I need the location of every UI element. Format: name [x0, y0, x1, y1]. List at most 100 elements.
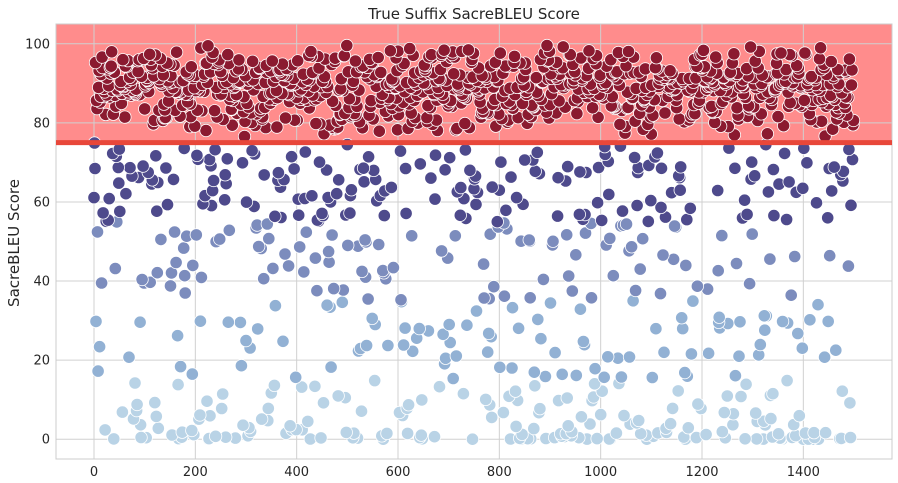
data-point — [844, 198, 858, 212]
data-point — [343, 206, 357, 220]
data-point — [548, 345, 562, 360]
data-point — [748, 169, 762, 183]
data-point — [396, 338, 411, 352]
data-point — [401, 398, 416, 412]
data-point — [796, 181, 810, 195]
data-point — [487, 280, 501, 294]
data-point — [312, 155, 327, 169]
data-point — [602, 187, 616, 201]
data-point — [384, 180, 398, 194]
data-point — [678, 365, 692, 380]
data-point — [784, 288, 798, 302]
data-point — [184, 60, 198, 74]
data-point — [95, 276, 109, 290]
data-point — [711, 264, 725, 278]
data-point — [555, 367, 569, 381]
data-point — [841, 259, 856, 273]
data-point — [556, 40, 570, 54]
data-point — [371, 50, 385, 65]
data-point — [590, 196, 605, 210]
data-point — [372, 237, 386, 252]
data-point — [842, 52, 857, 66]
plot-area: 0 200 400 600 800 1000 1200 1400 0 20 40 60 80 100 — [25, 23, 893, 480]
data-point — [305, 189, 319, 203]
data-point — [308, 379, 322, 393]
data-point — [490, 215, 504, 229]
data-point — [499, 203, 513, 217]
data-point — [665, 401, 680, 415]
data-point — [597, 370, 611, 384]
data-point — [823, 249, 837, 263]
data-point — [354, 404, 369, 418]
data-point — [766, 162, 781, 177]
data-point — [358, 233, 372, 247]
data-point — [283, 419, 297, 433]
data-point — [654, 200, 668, 214]
data-point — [315, 206, 329, 220]
y-tick-label: 60 — [33, 195, 50, 210]
x-tick-label: 200 — [183, 465, 208, 480]
data-point — [749, 406, 763, 420]
data-point — [653, 286, 668, 301]
data-point — [843, 396, 857, 410]
data-point — [208, 104, 222, 118]
data-point — [803, 313, 817, 327]
data-point — [458, 143, 472, 157]
data-point — [194, 270, 208, 284]
data-point — [209, 429, 223, 443]
data-point — [414, 428, 428, 442]
data-point — [193, 408, 207, 422]
data-point — [456, 387, 470, 401]
data-point — [434, 244, 449, 258]
data-point — [96, 206, 110, 220]
data-point — [453, 208, 467, 222]
data-point — [583, 417, 597, 431]
data-point — [424, 171, 438, 185]
data-point — [587, 377, 602, 391]
data-point — [170, 45, 184, 59]
data-point — [149, 409, 163, 423]
data-point — [344, 183, 358, 197]
data-point — [645, 370, 659, 385]
data-point — [817, 350, 832, 364]
data-point — [813, 41, 828, 55]
data-point — [199, 123, 213, 138]
data-point — [711, 183, 725, 198]
data-point — [657, 345, 671, 359]
data-point — [465, 432, 480, 446]
data-point — [437, 43, 451, 57]
data-point — [594, 407, 608, 422]
data-point — [585, 101, 600, 115]
data-point — [508, 384, 523, 398]
data-point — [89, 314, 103, 328]
data-point — [543, 296, 558, 310]
data-point — [760, 127, 775, 141]
data-point — [726, 418, 740, 432]
data-point — [325, 228, 339, 242]
data-point — [622, 350, 637, 364]
data-point — [399, 206, 413, 220]
data-point — [239, 195, 254, 209]
data-point — [118, 110, 132, 124]
data-point — [795, 341, 809, 355]
data-point — [449, 349, 463, 363]
data-point — [88, 161, 102, 176]
data-point — [166, 172, 181, 186]
data-point — [701, 346, 716, 360]
data-point — [630, 198, 644, 213]
data-point — [546, 234, 560, 248]
data-point — [149, 149, 163, 163]
data-point — [603, 231, 617, 245]
data-point — [582, 44, 596, 58]
data-point — [432, 380, 447, 394]
data-point — [469, 197, 483, 211]
data-point — [798, 46, 812, 60]
data-point — [383, 44, 397, 58]
data-point — [413, 157, 427, 171]
data-point — [818, 426, 833, 440]
data-point — [113, 204, 127, 218]
x-tick-label: 400 — [284, 465, 309, 480]
data-point — [690, 279, 705, 293]
data-point — [825, 184, 839, 198]
